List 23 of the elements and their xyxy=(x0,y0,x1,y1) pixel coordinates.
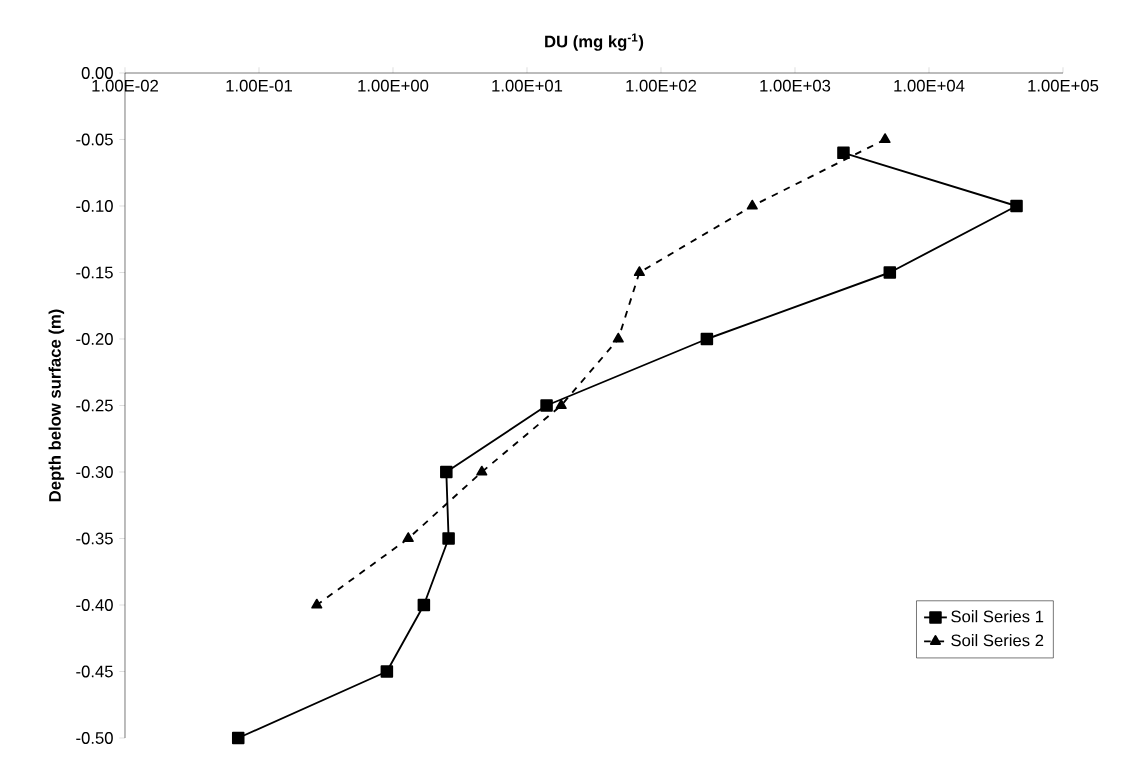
y-tick-label: -0.30 xyxy=(76,466,113,478)
x-axis-title: DU (mg kg$^{-1}$) xyxy=(545,33,644,51)
x-tick-label: 1.00E-02 xyxy=(92,79,158,92)
y-tick-label: -0.50 xyxy=(76,732,113,744)
x-tick-label: 1.00E+02 xyxy=(626,79,697,92)
legend-label: Soil Series 2 xyxy=(951,634,1044,647)
y-tick-label: -0.40 xyxy=(76,599,113,611)
y-tick-label: -0.35 xyxy=(76,532,113,545)
legend-label: Soil Series 1 xyxy=(951,610,1044,623)
y-tick-label: -0.20 xyxy=(76,333,113,345)
x-tick-label: 1.00E+03 xyxy=(760,79,831,92)
y-tick-label: -0.25 xyxy=(76,399,113,412)
y-tick-label: 0.00 xyxy=(81,67,113,79)
x-tick-label: 1.00E+00 xyxy=(358,79,429,92)
y-tick-label: -0.45 xyxy=(76,665,113,678)
x-tick-label: 1.00E+01 xyxy=(492,79,563,92)
x-tick-label: 1.00E-01 xyxy=(226,79,292,92)
y-tick-label: -0.10 xyxy=(76,200,113,212)
y-tick-label: -0.15 xyxy=(76,266,113,279)
y-axis-title: Depth below surface (m) xyxy=(48,309,65,502)
x-tick-label: 1.00E+04 xyxy=(894,79,965,92)
y-tick-label: -0.05 xyxy=(76,133,113,146)
x-tick-label: 1.00E+05 xyxy=(1028,79,1099,92)
